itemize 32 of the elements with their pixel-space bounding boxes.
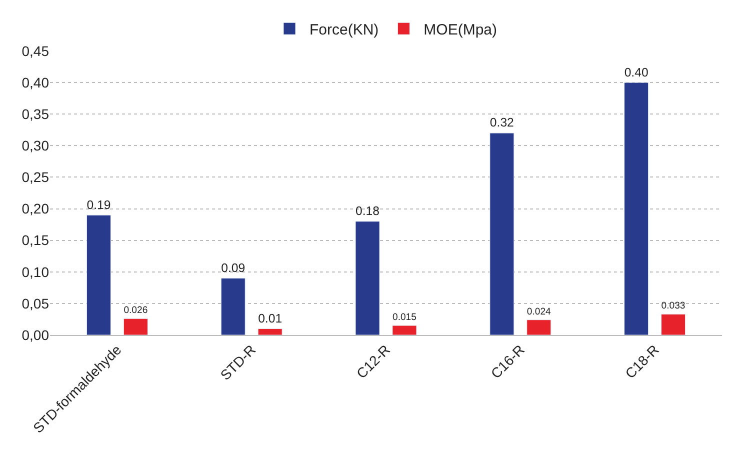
y-tick-label: 0,30	[22, 138, 50, 154]
bar	[123, 318, 148, 335]
y-tick-label: 0,00	[22, 326, 50, 343]
y-tick-label: 0,05	[22, 295, 50, 312]
legend-label: MOE(Mpa)	[424, 21, 498, 38]
bar	[624, 82, 649, 335]
data-label: 0.01	[258, 311, 282, 326]
y-tick-label: 0,10	[22, 264, 50, 280]
data-label: 0.026	[124, 305, 148, 316]
bar	[355, 221, 380, 335]
bar	[392, 325, 417, 335]
data-label: 0.024	[526, 306, 552, 318]
y-tick-label: 0,40	[22, 74, 50, 90]
y-tick-label: 0,45	[22, 42, 50, 59]
y-tick-label: 0,20	[22, 200, 50, 217]
data-label: 0.015	[392, 312, 416, 323]
y-tick-label: 0,15	[22, 232, 50, 248]
data-label: 0.09	[221, 260, 246, 275]
bar	[490, 132, 514, 335]
bar	[258, 328, 282, 335]
data-label: 0.033	[661, 300, 686, 312]
bar	[220, 278, 246, 335]
bar	[526, 320, 552, 335]
bar	[661, 314, 686, 335]
data-label: 0.19	[86, 198, 111, 212]
bar	[86, 214, 111, 335]
legend-label: Force(KN)	[310, 21, 379, 38]
y-tick-label: 0,35	[22, 106, 50, 122]
data-label: 0.32	[490, 116, 514, 130]
y-tick-label: 0,25	[22, 169, 50, 186]
data-label: 0.40	[624, 65, 648, 80]
data-label: 0.18	[356, 204, 380, 218]
